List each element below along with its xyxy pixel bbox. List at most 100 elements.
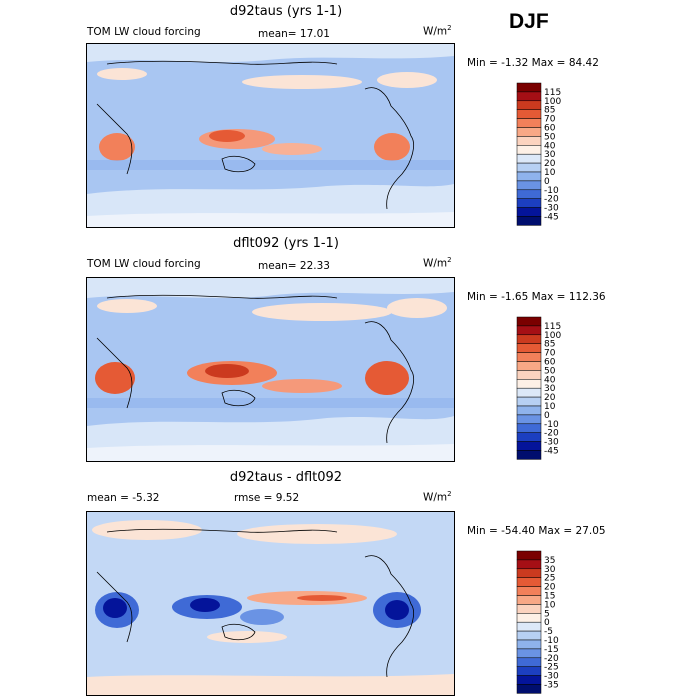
colorbar-tick-label: 50 <box>544 366 556 376</box>
colorbar-tick-label: -45 <box>544 213 559 223</box>
panel2-coastline-eurasia <box>106 294 338 299</box>
panel2-field-label: TOM LW cloud forcing <box>87 258 201 270</box>
panel2-units-sup: 2 <box>447 256 452 264</box>
panel1-mean-label: mean= <box>258 28 297 40</box>
colorbar-swatch <box>516 423 542 433</box>
colorbar-tick-label: 60 <box>544 124 556 134</box>
colorbar-tick-label: 30 <box>544 384 556 394</box>
colorbar-tick-label: 115 <box>544 322 561 332</box>
panel1-minmax: Min = -1.32 Max = 84.42 <box>467 57 599 69</box>
colorbar-swatch <box>516 577 542 587</box>
panel3-units-sup: 2 <box>447 490 452 498</box>
panel2-units-text: W/m <box>423 257 448 270</box>
panel2-antarctic <box>87 444 454 461</box>
colorbar-swatch <box>516 180 542 191</box>
colorbar-swatch <box>516 82 542 93</box>
colorbar-swatch <box>516 370 542 380</box>
panel1-map <box>86 43 455 228</box>
panel3-coastline-eurasia <box>106 528 338 533</box>
panel1-subtropic-band <box>87 160 454 170</box>
panel2-max-value: 112.36 <box>568 291 606 303</box>
panel3-map-svg <box>87 512 454 695</box>
colorbar-swatch <box>516 613 542 623</box>
colorbar-tick-label: 85 <box>544 106 555 116</box>
colorbar-tick-label: 0 <box>544 618 550 628</box>
colorbar-tick-label: -20 <box>544 654 559 664</box>
panel1-convection-africa <box>99 133 135 161</box>
colorbar-tick-label: 100 <box>544 331 561 341</box>
panel3-negative-anomaly <box>240 609 284 625</box>
colorbar-swatch <box>516 109 542 119</box>
colorbar-swatch <box>516 162 542 173</box>
panel1-min-value: -1.32 <box>501 57 529 69</box>
panel1-field-label: TOM LW cloud forcing <box>87 26 201 38</box>
panel3-min-label: Min = <box>467 525 498 537</box>
panel3-max-label: Max = <box>538 525 573 537</box>
colorbar-tick-label: -25 <box>544 663 559 673</box>
colorbar-tick-label: -30 <box>544 672 559 682</box>
panel3-mean-value: -5.32 <box>132 492 160 504</box>
colorbar-tick-label: 20 <box>544 393 556 403</box>
panel2-units: W/m2 <box>423 256 452 270</box>
colorbar-tick-label: 15 <box>544 592 555 602</box>
panel1-mean: mean= 17.01 <box>258 28 330 40</box>
colorbar-swatch <box>516 586 542 596</box>
panel2-min-label: Min = <box>467 291 498 303</box>
colorbar-swatch <box>516 568 542 578</box>
panel3-negative-core <box>103 598 127 618</box>
colorbar-tick-label: 35 <box>544 556 555 566</box>
colorbar-tick-label: -35 <box>544 681 559 691</box>
panel1-title: d92taus (yrs 1-1) <box>229 4 343 19</box>
colorbar-swatch <box>516 207 542 217</box>
panel1-warm-patch <box>242 75 362 89</box>
panel2-convection-africa <box>95 362 135 394</box>
panel2-coastline-australia <box>221 389 256 407</box>
colorbar-tick-label: 70 <box>544 115 556 125</box>
colorbar-swatch <box>516 559 542 570</box>
colorbar-swatch <box>516 145 542 155</box>
panel3-minmax: Min = -54.40 Max = 27.05 <box>467 525 606 537</box>
panel1-convection-amazon <box>374 133 410 161</box>
colorbar-swatch <box>516 639 542 650</box>
panel2-warm-patch <box>97 299 157 313</box>
panel1-units-text: W/m <box>423 25 448 38</box>
panel3-coastline-africa <box>96 571 133 643</box>
panel1-coastline-australia <box>221 155 256 173</box>
colorbar-tick-label: 30 <box>544 565 556 575</box>
panel3-mean: mean = -5.32 <box>87 492 159 504</box>
panel1-convection-core <box>209 130 245 142</box>
colorbar-swatch <box>516 396 542 407</box>
panel3-positive-anomaly <box>207 631 287 643</box>
colorbar-tick-label: -10 <box>544 636 559 646</box>
panel1-spcz <box>262 143 322 155</box>
colorbar-tick-label: -5 <box>544 627 553 637</box>
panel1-colorbar: 115 100 85 70 60 50 40 30 20 10 0 -10 -20 -30 -45 <box>516 82 586 226</box>
panel3-negative-core <box>385 600 409 620</box>
colorbar-swatch <box>516 657 542 667</box>
colorbar-swatch <box>516 441 542 451</box>
colorbar-swatch <box>516 198 542 208</box>
colorbar-tick-label: 115 <box>544 88 561 98</box>
colorbar-swatch <box>516 387 542 398</box>
panel3-positive-core <box>297 595 347 601</box>
panel3-coastline-australia <box>221 623 256 641</box>
colorbar-tick-label: 40 <box>544 141 556 151</box>
colorbar-swatch <box>516 153 542 164</box>
panel2-coastline-americas <box>364 321 414 444</box>
panel2-mean: mean= 22.33 <box>258 260 330 272</box>
panel2-convection-amazon <box>365 361 409 395</box>
colorbar-swatch <box>516 432 542 442</box>
colorbar-swatch <box>516 550 542 561</box>
panel2-mean-value: 22.33 <box>299 260 330 272</box>
colorbar-swatch <box>516 352 542 362</box>
panel3-rmse: rmse = 9.52 <box>234 492 299 504</box>
colorbar-swatch <box>516 325 542 336</box>
panel3-negative-core <box>190 598 220 612</box>
panel2-warm-patch <box>252 303 392 321</box>
panel2-warm-patch <box>387 298 447 318</box>
colorbar-swatch <box>516 666 542 676</box>
colorbar-swatch <box>516 621 542 632</box>
